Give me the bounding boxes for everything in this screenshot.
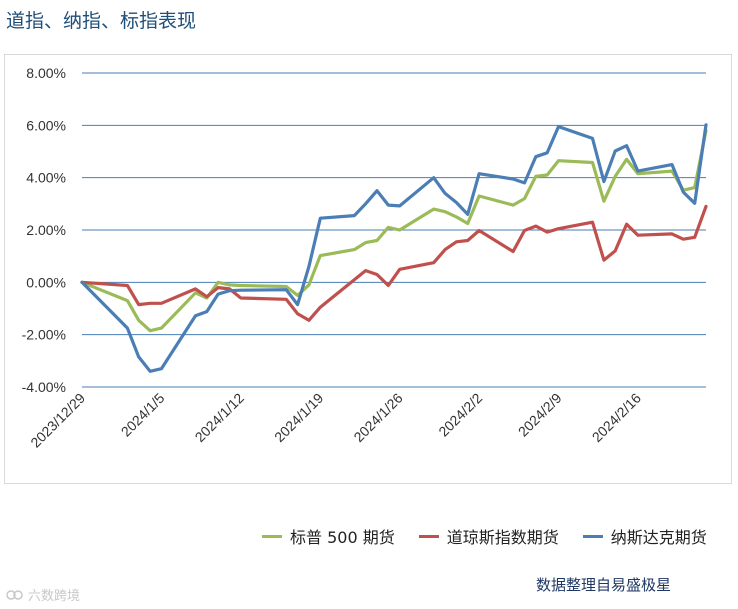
x-tick-label: 2024/2/16 bbox=[589, 390, 645, 446]
legend-item: 标普 500 期货 bbox=[262, 524, 395, 548]
series-line-2 bbox=[80, 204, 708, 322]
watermark: 六数跨境 bbox=[6, 585, 80, 604]
page-title: 道指、纳指、标指表现 bbox=[6, 10, 197, 32]
x-tick-label: 2023/12/29 bbox=[27, 390, 88, 451]
x-tick-label: 2024/1/5 bbox=[118, 390, 168, 440]
source-note: 数据整理自易盛极星 bbox=[536, 576, 672, 594]
y-tick-label: 6.00% bbox=[26, 117, 66, 133]
y-tick-label: 8.00% bbox=[26, 65, 66, 81]
legend-swatch bbox=[418, 534, 439, 538]
y-tick-label: 2.00% bbox=[26, 222, 66, 238]
legend-item: 纳斯达克期货 bbox=[582, 524, 707, 548]
chart-frame bbox=[4, 54, 732, 484]
watermark-logo-icon bbox=[6, 589, 23, 600]
legend-label: 道琼斯指数期货 bbox=[446, 528, 559, 547]
x-tick-label: 2024/2/9 bbox=[515, 390, 565, 440]
y-tick-label: -4.00% bbox=[22, 379, 66, 395]
x-tick-label: 2024/2/2 bbox=[435, 390, 485, 440]
legend-label: 纳斯达克期货 bbox=[610, 528, 707, 547]
y-tick-label: -2.00% bbox=[22, 327, 66, 343]
legend-item: 道琼斯指数期货 bbox=[418, 524, 559, 548]
y-tick-label: 4.00% bbox=[26, 170, 66, 186]
x-tick-label: 2024/1/26 bbox=[350, 390, 406, 446]
x-tick-label: 2024/1/19 bbox=[271, 390, 327, 446]
legend-swatch bbox=[582, 534, 603, 538]
x-tick-label: 2024/1/12 bbox=[192, 390, 248, 446]
legend-label: 标普 500 期货 bbox=[290, 528, 395, 547]
series-line-3 bbox=[80, 123, 708, 373]
chart-legend: 标普 500 期货 道琼斯指数期货 纳斯达克期货 bbox=[262, 524, 707, 548]
line-chart: -4.00% -2.00% 0.00% 2.00% 4.00% 6.00% 8.00% 202… bbox=[22, 65, 708, 451]
legend-swatch bbox=[262, 534, 282, 538]
y-tick-label: 0.00% bbox=[26, 274, 66, 290]
watermark-text: 六数跨境 bbox=[28, 589, 81, 604]
